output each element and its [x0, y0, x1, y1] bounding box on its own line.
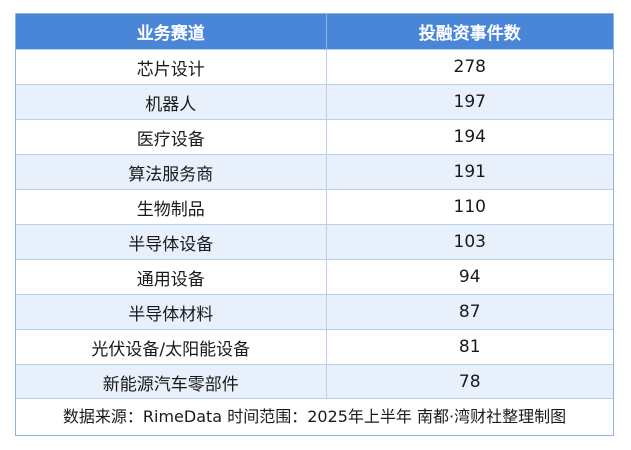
- count-cell: 81: [326, 329, 613, 365]
- track-cell: 机器人: [16, 84, 327, 120]
- table-body: 芯片设计 278 机器人 197 医疗设备 194 算法服务商 191 生物制品…: [16, 49, 613, 399]
- table-row: 通用设备 94: [16, 259, 613, 295]
- count-cell: 191: [326, 154, 613, 190]
- track-cell: 光伏设备/太阳能设备: [16, 329, 327, 365]
- table-row: 光伏设备/太阳能设备 81: [16, 329, 613, 365]
- table-row: 新能源汽车零部件 78: [16, 364, 613, 399]
- track-cell: 新能源汽车零部件: [16, 364, 327, 399]
- table-row: 算法服务商 191: [16, 154, 613, 190]
- track-cell: 半导体设备: [16, 224, 327, 260]
- table-row: 半导体材料 87: [16, 294, 613, 330]
- count-cell: 94: [326, 259, 613, 295]
- count-cell: 194: [326, 119, 613, 155]
- count-cell: 78: [326, 364, 613, 399]
- table-row: 芯片设计 278: [16, 49, 613, 85]
- count-cell: 197: [326, 84, 613, 120]
- count-cell: 87: [326, 294, 613, 330]
- table-row: 机器人 197: [16, 84, 613, 120]
- table-header: 业务赛道 投融资事件数: [16, 14, 613, 50]
- header-business-track: 业务赛道: [16, 14, 327, 50]
- count-cell: 278: [326, 49, 613, 85]
- track-cell: 医疗设备: [16, 119, 327, 155]
- header-row: 业务赛道 投融资事件数: [16, 14, 613, 50]
- data-table-frame: 业务赛道 投融资事件数 芯片设计 278 机器人 197 医疗设备 194 算法…: [15, 13, 614, 436]
- count-cell: 110: [326, 189, 613, 225]
- track-cell: 芯片设计: [16, 49, 327, 85]
- header-event-count: 投融资事件数: [326, 14, 613, 50]
- track-cell: 生物制品: [16, 189, 327, 225]
- table-row: 半导体设备 103: [16, 224, 613, 260]
- track-cell: 半导体材料: [16, 294, 327, 330]
- track-cell: 算法服务商: [16, 154, 327, 190]
- table-row: 医疗设备 194: [16, 119, 613, 155]
- count-cell: 103: [326, 224, 613, 260]
- source-footnote: 数据来源：RimeData 时间范围：2025年上半年 南都·湾财社整理制图: [16, 398, 613, 435]
- track-cell: 通用设备: [16, 259, 327, 295]
- table-row: 生物制品 110: [16, 189, 613, 225]
- investment-events-table: 业务赛道 投融资事件数 芯片设计 278 机器人 197 医疗设备 194 算法…: [16, 14, 613, 399]
